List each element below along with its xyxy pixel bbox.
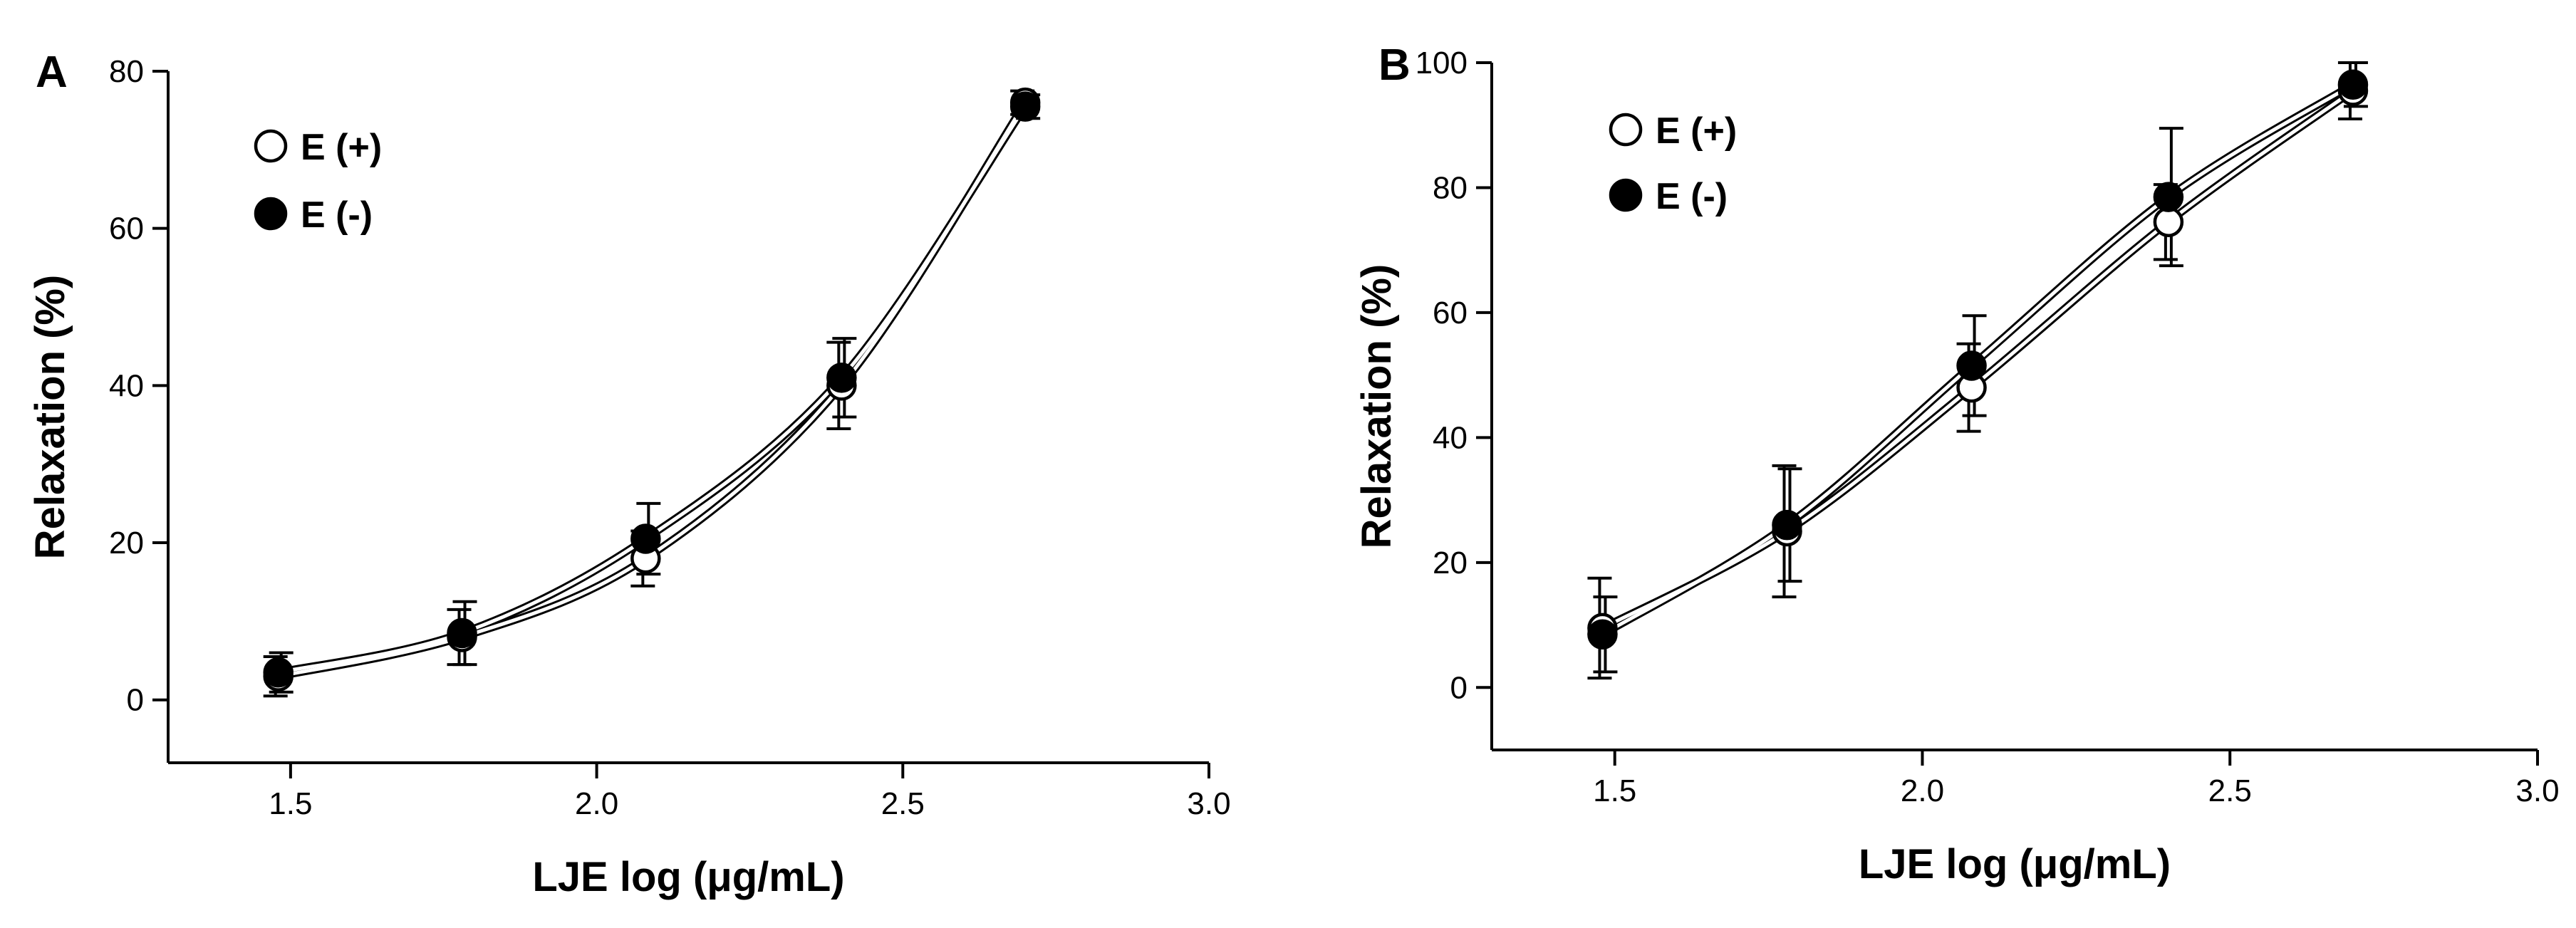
data-point-e-plus: [2153, 207, 2184, 237]
y-tick-label: 40: [1433, 420, 1468, 455]
y-tick-label: 0: [1450, 670, 1468, 705]
legend-label-e-plus: E (+): [301, 127, 382, 168]
legend-label-e-minus: E (-): [1656, 176, 1728, 217]
data-point-e-minus: [826, 363, 857, 393]
fit-curve-e-plus: [278, 101, 1027, 679]
x-axis-title: LJE log (μg/mL): [1859, 841, 2171, 887]
y-tick-label: 0: [127, 683, 144, 718]
panel-b-chart: B 0 20 40 60 80 100 1.5 2.0 2.5 3.0 LJE log (μg/mL…: [1354, 41, 2560, 887]
legend-label-e-plus: E (+): [1656, 110, 1737, 152]
panel-a-letter: A: [36, 48, 68, 97]
x-tick-label: 2.5: [2208, 773, 2252, 808]
x-tick-label: 3.0: [2515, 773, 2559, 808]
x-axis-title: LJE log (μg/mL): [532, 854, 844, 900]
x-tick-label: 1.5: [269, 786, 312, 821]
legend-marker-e-plus: [254, 129, 288, 163]
data-point-e-minus: [447, 617, 477, 649]
panel-b-letter: B: [1378, 41, 1411, 90]
y-tick-label: 20: [109, 526, 144, 561]
y-tick-label: 20: [1433, 546, 1468, 580]
y-tick-label: 40: [109, 368, 144, 403]
data-point-e-minus: [2337, 69, 2369, 100]
data-point-e-minus: [630, 523, 661, 554]
y-axis-title: Relaxation (%): [1354, 264, 1400, 549]
legend-marker-e-minus: [1609, 178, 1643, 212]
fit-curve-outline-e-minus: [277, 104, 1029, 677]
panel-a-chart: A 0 20 40 60 80 1.5 2.0 2.5 3.0 LJE log (μg/mL) Re…: [27, 48, 1231, 900]
legend-marker-e-minus: [254, 197, 288, 231]
legend-marker-e-plus: [1609, 113, 1643, 147]
legend-label-e-minus: E (-): [301, 194, 373, 236]
y-tick-label: 80: [109, 54, 144, 89]
x-tick-label: 2.0: [575, 786, 618, 821]
data-point-e-minus: [2153, 182, 2184, 212]
data-point-e-minus: [1009, 91, 1041, 122]
x-tick-label: 2.5: [881, 786, 925, 821]
y-tick-label: 60: [1433, 296, 1468, 330]
x-tick-label: 1.5: [1593, 773, 1636, 808]
fit-curve-outline-e-plus: [277, 100, 1029, 681]
data-point-e-minus: [1772, 509, 1802, 541]
y-tick-label: 80: [1433, 170, 1468, 205]
x-tick-label: 2.0: [1901, 773, 1944, 808]
y-tick-label: 60: [109, 212, 144, 246]
fit-curve-e-minus: [278, 105, 1027, 674]
y-axis-title: Relaxation (%): [27, 275, 73, 560]
data-point-e-minus: [263, 657, 294, 688]
y-tick-label: 100: [1416, 46, 1468, 80]
data-point-e-minus: [1587, 619, 1618, 650]
data-point-e-minus: [1956, 350, 1987, 381]
x-tick-label: 3.0: [1187, 786, 1230, 821]
